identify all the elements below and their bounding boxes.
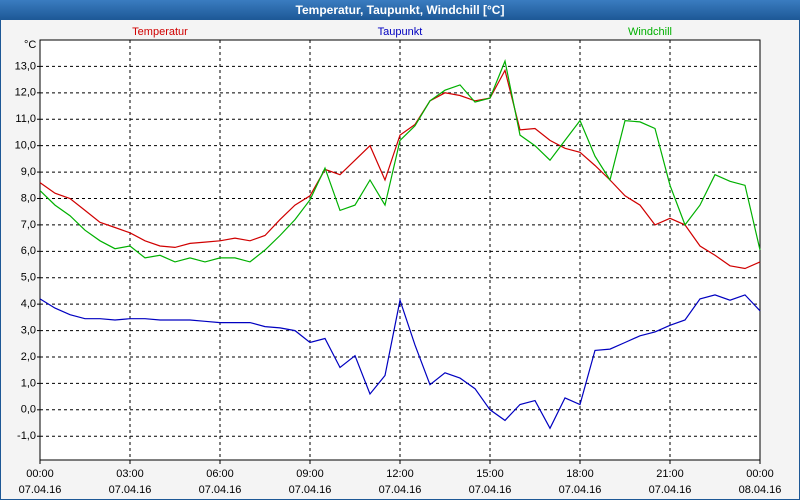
series-line: [39, 68, 761, 270]
x-tick-label: 15:00: [476, 468, 504, 480]
series-line: [39, 294, 761, 430]
y-tick-label: 13,0: [15, 60, 36, 72]
y-tick-label: 9,0: [21, 166, 36, 178]
y-tick-label: 3,0: [21, 324, 36, 336]
x-tick-label: 12:00: [386, 468, 414, 480]
title-bar: [0, 0, 800, 20]
y-tick-label: 6,0: [21, 245, 36, 257]
x-tick-label: 00:00: [746, 468, 774, 480]
y-tick-label: 0,0: [21, 404, 36, 416]
x-tick-label: 18:00: [566, 468, 594, 480]
y-unit: °C: [24, 39, 36, 51]
x-tick-date: 07.04.16: [19, 484, 62, 496]
x-tick-label: 06:00: [206, 468, 234, 480]
y-tick-label: 8,0: [21, 192, 36, 204]
legend-label: Temperatur: [132, 26, 188, 38]
legend-label: Taupunkt: [378, 26, 423, 38]
y-tick-label: 10,0: [15, 140, 36, 152]
x-tick-date: 07.04.16: [199, 484, 242, 496]
y-tick-label: 4,0: [21, 298, 36, 310]
x-tick-label: 09:00: [296, 468, 324, 480]
chart-title: Temperatur, Taupunkt, Windchill [°C]: [296, 3, 505, 17]
y-tick-label: 11,0: [15, 113, 36, 125]
y-tick-label: 2,0: [21, 351, 36, 363]
y-tick-label: 5,0: [21, 272, 36, 284]
x-tick-date: 07.04.16: [379, 484, 422, 496]
x-tick-date: 07.04.16: [559, 484, 602, 496]
x-tick-label: 21:00: [656, 468, 684, 480]
x-tick-date: 08.04.16: [739, 484, 782, 496]
series-line: [39, 59, 761, 263]
x-tick-date: 07.04.16: [109, 484, 152, 496]
x-tick-label: 00:00: [26, 468, 54, 480]
x-tick-label: 03:00: [116, 468, 144, 480]
y-tick-label: 7,0: [21, 219, 36, 231]
x-tick-date: 07.04.16: [649, 484, 692, 496]
y-tick-label: 1,0: [21, 377, 36, 389]
x-tick-date: 07.04.16: [289, 484, 332, 496]
y-tick-label: 12,0: [15, 87, 36, 99]
legend-label: Windchill: [628, 26, 672, 38]
y-tick-label: -1,0: [17, 430, 36, 442]
x-tick-date: 07.04.16: [469, 484, 512, 496]
